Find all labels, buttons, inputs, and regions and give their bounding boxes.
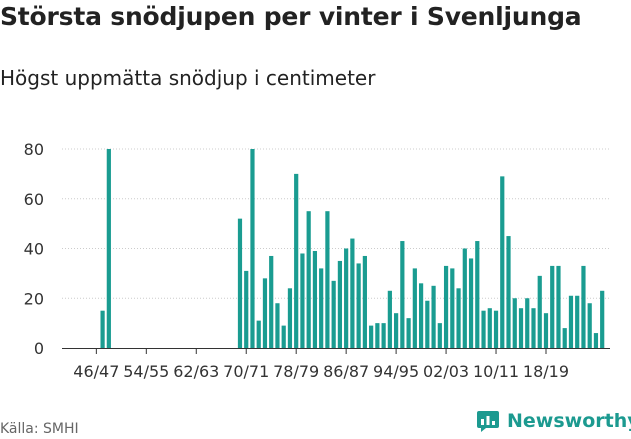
x-tick-label: 10/11	[473, 362, 519, 381]
bar	[431, 285, 436, 348]
bar	[369, 325, 374, 348]
bar	[550, 265, 555, 348]
bar	[375, 323, 380, 349]
bar	[425, 300, 430, 348]
bar	[562, 328, 567, 348]
bar	[331, 280, 336, 348]
bar	[537, 275, 542, 348]
chart-subtitle: Högst uppmätta snödjup i centimeter	[0, 66, 376, 90]
bar	[600, 290, 605, 348]
bar	[487, 308, 492, 348]
x-tick-label: 46/47	[73, 362, 119, 381]
bar	[100, 310, 105, 348]
bar	[356, 263, 361, 348]
x-tick-label: 54/55	[123, 362, 169, 381]
y-tick-label: 40	[24, 240, 44, 259]
y-tick-label: 80	[24, 140, 44, 159]
bar	[387, 290, 392, 348]
bar	[275, 303, 280, 348]
bar	[362, 255, 367, 348]
newsworthy-chart-bubble-icon	[477, 411, 499, 432]
bar	[587, 303, 592, 348]
bar	[456, 288, 461, 348]
bar	[450, 268, 455, 348]
bar	[281, 325, 286, 348]
x-tick-label: 86/87	[323, 362, 369, 381]
bar	[568, 295, 574, 348]
x-tick-label: 94/95	[373, 362, 419, 381]
bar	[381, 323, 386, 349]
bar	[593, 333, 599, 348]
bar	[518, 308, 524, 348]
bar	[350, 238, 355, 348]
bar	[237, 218, 243, 348]
x-tick-label: 18/19	[523, 362, 569, 381]
bar	[437, 323, 442, 349]
bar	[581, 265, 586, 348]
bar	[244, 270, 249, 348]
y-tick-label: 60	[24, 190, 44, 209]
bar	[394, 313, 399, 348]
bar	[443, 265, 449, 348]
bar	[250, 149, 255, 348]
bar	[556, 265, 561, 348]
brand-logo: Newsworthy	[476, 409, 631, 433]
bar	[412, 268, 417, 348]
bar	[319, 268, 324, 348]
bar	[481, 310, 486, 348]
bar	[287, 288, 293, 348]
bar	[512, 298, 517, 348]
bar	[262, 278, 268, 348]
bar	[256, 320, 261, 348]
bar	[543, 313, 549, 348]
bar	[462, 248, 467, 348]
chart-title: Största snödjupen per vinter i Svenljung…	[0, 2, 582, 31]
brand-name: Newsworthy	[507, 410, 631, 432]
bar	[269, 255, 274, 348]
x-tick-label: 70/71	[223, 362, 269, 381]
y-tick-label: 20	[24, 289, 44, 308]
bar	[531, 308, 536, 348]
bar	[506, 236, 511, 348]
bar	[475, 241, 480, 348]
bar	[525, 298, 530, 348]
bar	[575, 295, 580, 348]
bar	[500, 176, 505, 348]
bar	[418, 283, 424, 348]
bar	[325, 211, 330, 348]
x-tick-label: 62/63	[173, 362, 219, 381]
bar	[337, 260, 342, 348]
bar	[106, 149, 111, 348]
bar	[344, 248, 349, 348]
bar	[294, 173, 299, 349]
x-tick-label: 78/79	[273, 362, 319, 381]
bar	[312, 250, 318, 348]
bar	[306, 211, 311, 348]
bar	[400, 241, 405, 348]
x-tick-label: 02/03	[423, 362, 469, 381]
source-label: Källa: SMHI	[0, 421, 79, 437]
bar	[406, 318, 411, 348]
bar	[493, 310, 499, 348]
bar	[468, 258, 474, 348]
y-tick-label: 0	[34, 339, 44, 358]
bar	[300, 253, 305, 348]
